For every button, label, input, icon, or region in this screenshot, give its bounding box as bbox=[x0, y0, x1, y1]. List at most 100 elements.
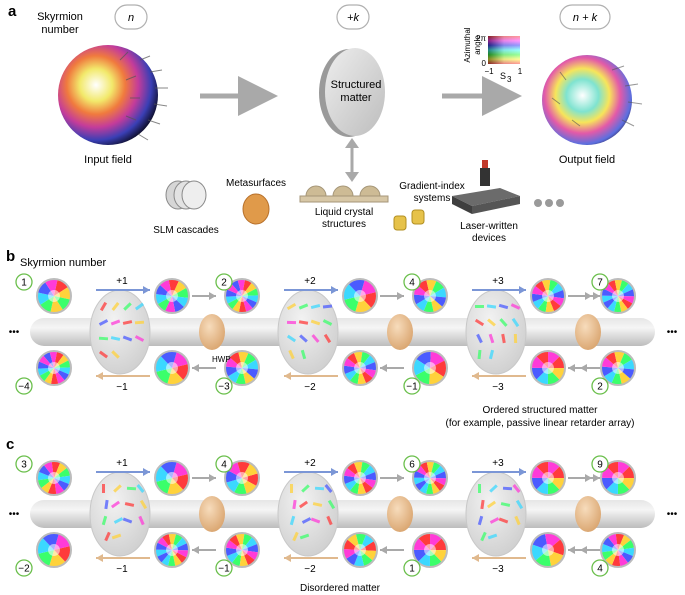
panel_c-badge-top-3-text: 6 bbox=[409, 460, 415, 471]
panel_c-badge-bottom-1: −2 bbox=[15, 559, 33, 577]
panel_c-backward-arrow-1 bbox=[96, 554, 150, 562]
platform-laser-line1: Laser-written bbox=[460, 221, 518, 232]
slm-icon bbox=[165, 180, 207, 210]
panel_c-field-top-final bbox=[600, 460, 636, 496]
panel_b-gray-bottom-1 bbox=[192, 364, 216, 372]
panel_c-gray-top-1 bbox=[192, 474, 216, 482]
panel-b-caption-line1: Ordered structured matter bbox=[482, 405, 598, 416]
colorbar-top-tick: 2π bbox=[476, 34, 486, 43]
structured-matter-line1: Structured bbox=[331, 79, 382, 91]
panel_b-field-top-in-1 bbox=[36, 278, 72, 314]
output-field-sphere bbox=[542, 55, 643, 145]
colorbar-xmax: 1 bbox=[518, 67, 523, 76]
panel_c-badge-bottom-4-text: 4 bbox=[597, 564, 603, 575]
panel_b-field-bottom-out-1 bbox=[36, 350, 72, 386]
panel_c-gray-top-final bbox=[580, 474, 600, 482]
panel_c-badge-top-1: 3 bbox=[15, 455, 33, 473]
panel_c-field-top-in-3 bbox=[412, 460, 448, 496]
panel_c-field-bottom-final bbox=[600, 532, 636, 568]
panel-b-caption-line2: (for example, passive linear retarder ar… bbox=[446, 418, 635, 429]
panel_b-badge-top-4: 7 bbox=[591, 273, 609, 291]
panel_b-badge-top-1-text: 1 bbox=[21, 278, 27, 289]
panel_b-badge-bottom-4: 2 bbox=[591, 377, 609, 395]
panel_c-forward-step-3: +3 bbox=[492, 458, 504, 469]
panel_c-gray-bottom-1 bbox=[192, 546, 216, 554]
panel_b-badge-bottom-1-text: −4 bbox=[18, 382, 30, 393]
panel_c-field-top-out-3 bbox=[530, 460, 566, 496]
panel_c-matter-3 bbox=[465, 471, 527, 557]
panel_b-forward-step-3: +3 bbox=[492, 276, 504, 287]
panel-b-title: Skyrmion number bbox=[20, 257, 107, 269]
colorbar-xlabel: S bbox=[500, 71, 506, 81]
panel_b-matter-3 bbox=[465, 289, 527, 375]
panel_c-field-top-out-2 bbox=[342, 460, 378, 496]
panel_b-field-top-out-2 bbox=[342, 278, 378, 314]
panel_c-forward-arrow-3 bbox=[472, 468, 526, 476]
badge-input-text: n bbox=[128, 12, 134, 24]
output-field-label: Output field bbox=[559, 154, 615, 166]
panel-c-letter: c bbox=[6, 436, 14, 453]
panel_c-ellipsis-right: ••• bbox=[667, 509, 678, 520]
panel_c-backward-arrow-3 bbox=[472, 554, 526, 562]
panel-b: b Skyrmion number Ordered structured mat… bbox=[6, 248, 678, 429]
panel_b-field-bottom-in-2 bbox=[342, 350, 378, 386]
panel-a: a Skyrmion number n +k n + k In bbox=[8, 3, 643, 244]
panel_c-badge-bottom-1-text: −2 bbox=[18, 564, 30, 575]
panel_c-backward-arrow-2 bbox=[284, 554, 338, 562]
panel_b-badge-bottom-4-text: 2 bbox=[597, 382, 603, 393]
panel_c-forward-step-2: +2 bbox=[304, 458, 316, 469]
panel_b-field-top-out-1 bbox=[154, 278, 190, 314]
panel_c-badge-bottom-2: −1 bbox=[215, 559, 233, 577]
panel_b-backward-step-3: −3 bbox=[492, 382, 504, 393]
panel_c-backward-step-2: −2 bbox=[304, 564, 316, 575]
panel_c-backward-step-1: −1 bbox=[116, 564, 128, 575]
panel_c-gray-top-2 bbox=[380, 474, 404, 482]
panel_c-badge-top-4-text: 9 bbox=[597, 460, 603, 471]
panel_b-field-bottom-in-1 bbox=[154, 350, 190, 386]
panel_b-badge-bottom-3: −1 bbox=[403, 377, 421, 395]
panel_c-ellipsis-left: ••• bbox=[9, 509, 20, 520]
panel_b-hwp-3 bbox=[575, 314, 601, 350]
panel_c-badge-top-3: 6 bbox=[403, 455, 421, 473]
panel_c-backward-step-3: −3 bbox=[492, 564, 504, 575]
panel_c-field-bottom-in-3 bbox=[530, 532, 566, 568]
structured-matter-disc bbox=[319, 48, 385, 137]
panel_b-ellipsis-right: ••• bbox=[667, 327, 678, 338]
metasurface-icon bbox=[242, 193, 270, 225]
badge-output-text: n + k bbox=[573, 12, 598, 24]
hwp-label: HWP bbox=[212, 355, 231, 364]
panel_b-badge-top-3: 4 bbox=[403, 273, 421, 291]
panel_c-field-bottom-out-2 bbox=[224, 532, 260, 568]
input-field-label: Input field bbox=[84, 154, 132, 166]
panel_b-backward-step-1: −1 bbox=[116, 382, 128, 393]
panel_b-field-bottom-out-3 bbox=[412, 350, 448, 386]
panel_b-matter-1 bbox=[89, 289, 151, 375]
colorbar-title-line2: angle bbox=[473, 35, 482, 55]
panel_b-forward-step-1: +1 bbox=[116, 276, 128, 287]
panel_b-field-top-in-3 bbox=[412, 278, 448, 314]
panel_b-backward-arrow-2 bbox=[284, 372, 338, 380]
panel_c-forward-arrow-2 bbox=[284, 468, 338, 476]
panel_c-field-bottom-out-3 bbox=[412, 532, 448, 568]
panel_c-badge-top-2-text: 4 bbox=[221, 460, 227, 471]
colorbar-bottom-tick: 0 bbox=[482, 59, 487, 68]
badge-output: n + k bbox=[559, 4, 611, 30]
panel_b-backward-arrow-1 bbox=[96, 372, 150, 380]
panel_c-field-top-in-2 bbox=[224, 460, 260, 496]
panel_c-matter-1 bbox=[89, 471, 151, 557]
panel_b-field-top-in-2 bbox=[224, 278, 260, 314]
panel_c-badge-top-4: 9 bbox=[591, 455, 609, 473]
platform-grin-line2: systems bbox=[414, 193, 451, 204]
structured-matter-line2: matter bbox=[340, 92, 372, 104]
panel_b-forward-arrow-1 bbox=[96, 286, 150, 294]
skyrmion-label-line2: number bbox=[41, 24, 79, 36]
panel-c-caption: Disordered matter bbox=[300, 583, 381, 594]
panel_b-field-bottom-final bbox=[600, 350, 636, 386]
panel_b-hwp-2 bbox=[387, 314, 413, 350]
panel_b-matter-2 bbox=[277, 289, 339, 375]
platform-meta-label: Metasurfaces bbox=[226, 178, 286, 189]
panel_c-field-top-out-1 bbox=[154, 460, 190, 496]
panel_b-forward-arrow-2 bbox=[284, 286, 338, 294]
panel_c-badge-bottom-3-text: 1 bbox=[409, 564, 415, 575]
